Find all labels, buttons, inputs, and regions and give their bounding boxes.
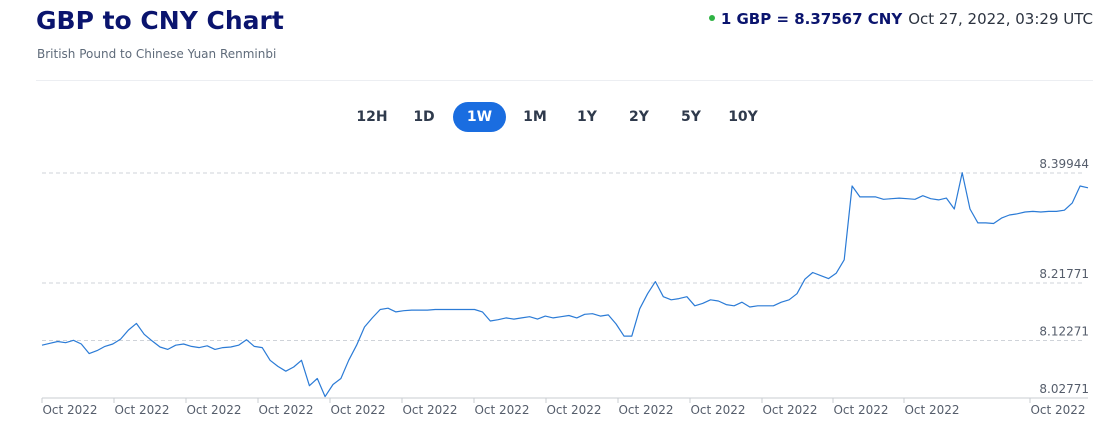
range-tab-1d[interactable]: 1D: [401, 102, 447, 132]
y-tick-label: 8.39944: [1039, 157, 1089, 171]
x-tick-label: Oct 2022: [690, 403, 745, 417]
x-tick-label: Oct 2022: [186, 403, 241, 417]
page-title: GBP to CNY Chart: [36, 6, 284, 35]
range-tab-2y[interactable]: 2Y: [616, 102, 662, 132]
range-tab-10y[interactable]: 10Y: [720, 102, 766, 132]
range-tab-5y[interactable]: 5Y: [668, 102, 714, 132]
header-divider: [36, 80, 1093, 81]
x-tick-label: Oct 2022: [618, 403, 673, 417]
x-tick-label: Oct 2022: [42, 403, 97, 417]
range-tab-1m[interactable]: 1M: [512, 102, 558, 132]
x-tick-label: Oct 2022: [833, 403, 888, 417]
x-tick-label: Oct 2022: [762, 403, 817, 417]
rate-series-line: [41, 172, 1089, 398]
x-tick-label: Oct 2022: [258, 403, 313, 417]
y-tick-label: 8.12271: [1039, 324, 1089, 338]
rate-timestamp: Oct 27, 2022, 03:29 UTC: [908, 10, 1093, 28]
x-tick-label: Oct 2022: [474, 403, 529, 417]
current-rate: 1 GBP = 8.37567 CNY Oct 27, 2022, 03:29 U…: [708, 10, 1093, 28]
live-status-icon: [708, 14, 715, 21]
range-tab-1y[interactable]: 1Y: [564, 102, 610, 132]
range-tab-12h[interactable]: 12H: [349, 102, 395, 132]
exchange-rate-chart: 8.39944 8.21771 8.12271 8.02771 Oct 2022 Oct …: [41, 157, 1089, 417]
x-tick-label: Oct 2022: [402, 403, 457, 417]
range-selector: 12H 1D 1W 1M 1Y 2Y 5Y 10Y: [0, 102, 1115, 132]
x-tick-label: Oct 2022: [904, 403, 959, 417]
x-tick-label: Oct 2022: [330, 403, 385, 417]
rate-value: 1 GBP = 8.37567 CNY: [720, 10, 903, 28]
x-tick-label: Oct 2022: [1030, 403, 1085, 417]
x-tick-label: Oct 2022: [546, 403, 601, 417]
range-tab-1w[interactable]: 1W: [453, 102, 506, 132]
x-tick-label: Oct 2022: [114, 403, 169, 417]
y-tick-label: 8.21771: [1039, 267, 1089, 281]
y-tick-label: 8.02771: [1039, 382, 1089, 396]
page-subtitle: British Pound to Chinese Yuan Renminbi: [37, 47, 277, 61]
